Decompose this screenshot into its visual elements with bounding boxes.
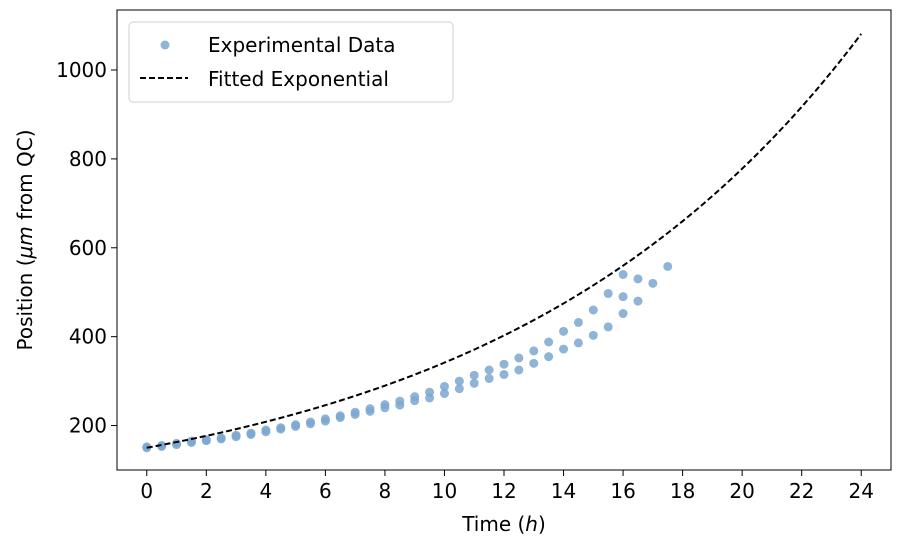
- x-tick-label: 0: [140, 479, 153, 503]
- data-point: [544, 337, 554, 347]
- data-point: [365, 404, 375, 414]
- data-point: [499, 369, 509, 379]
- data-point: [573, 338, 583, 348]
- data-point: [350, 407, 360, 417]
- data-point: [172, 438, 182, 448]
- data-point: [484, 373, 494, 383]
- data-point: [484, 365, 494, 375]
- data-point: [291, 420, 301, 430]
- data-point: [439, 389, 449, 399]
- legend-scatter-label: Experimental Data: [208, 33, 395, 57]
- x-tick-label: 20: [729, 479, 754, 503]
- data-point: [306, 417, 315, 427]
- data-point: [261, 425, 271, 435]
- data-point: [559, 326, 569, 336]
- x-tick-label: 10: [432, 479, 457, 503]
- data-point: [469, 370, 479, 380]
- data-point: [231, 430, 241, 440]
- fitted-exponential-line: [146, 33, 863, 449]
- data-point: [529, 358, 539, 368]
- data-point: [410, 392, 420, 402]
- y-tick-label: 600: [69, 236, 107, 260]
- x-tick-label: 24: [849, 479, 874, 503]
- data-point: [439, 381, 449, 391]
- x-tick-label: 18: [670, 479, 695, 503]
- data-point: [618, 269, 628, 279]
- legend-line-label: Fitted Exponential: [208, 67, 389, 91]
- data-point: [573, 317, 583, 327]
- data-point: [216, 434, 226, 444]
- data-point: [246, 428, 256, 438]
- data-point: [529, 346, 539, 356]
- x-axis-label: Time (h): [461, 512, 546, 536]
- data-point: [454, 384, 464, 394]
- data-point: [395, 396, 405, 406]
- x-tick-label: 8: [379, 479, 392, 503]
- x-tick-label: 4: [259, 479, 272, 503]
- data-point: [603, 322, 613, 332]
- legend-scatter-marker: [160, 40, 170, 50]
- y-tick-label: 400: [69, 325, 107, 349]
- data-point: [544, 352, 554, 362]
- fit-line-series: [146, 33, 863, 449]
- data-point: [157, 441, 167, 451]
- x-tick-label: 14: [551, 479, 576, 503]
- y-tick-label: 200: [69, 414, 107, 438]
- data-point: [663, 261, 673, 271]
- scatter-series: [142, 261, 673, 453]
- data-point: [320, 414, 330, 424]
- x-tick-label: 6: [319, 479, 332, 503]
- data-point: [603, 289, 613, 299]
- data-point: [588, 330, 598, 340]
- x-axis-ticks: 0 2 4 6 8 10 12 14 16 18 20 22 24: [140, 470, 874, 503]
- data-point: [618, 309, 628, 319]
- data-point: [514, 365, 524, 375]
- data-point: [588, 305, 598, 315]
- y-tick-label: 1000: [56, 58, 107, 82]
- y-axis-label: Position (μm from QC): [13, 129, 37, 350]
- data-point: [276, 423, 286, 433]
- x-tick-label: 2: [200, 479, 213, 503]
- data-point: [559, 344, 569, 354]
- data-point: [201, 435, 211, 445]
- data-point: [380, 400, 390, 410]
- data-point: [335, 411, 345, 421]
- data-point: [633, 274, 643, 284]
- x-tick-label: 12: [491, 479, 516, 503]
- x-tick-label: 16: [610, 479, 635, 503]
- y-axis-ticks: 200 400 600 800 1000: [56, 58, 117, 438]
- data-point: [648, 278, 658, 288]
- data-point: [454, 376, 464, 386]
- data-point: [633, 296, 643, 306]
- data-point: [618, 292, 628, 302]
- data-point: [514, 353, 524, 363]
- legend-box: [128, 21, 454, 103]
- x-tick-label: 22: [789, 479, 814, 503]
- legend: Experimental Data Fitted Exponential: [128, 21, 454, 103]
- y-tick-label: 800: [69, 147, 107, 171]
- data-point: [469, 378, 479, 388]
- data-point: [499, 359, 509, 369]
- data-point: [425, 387, 435, 397]
